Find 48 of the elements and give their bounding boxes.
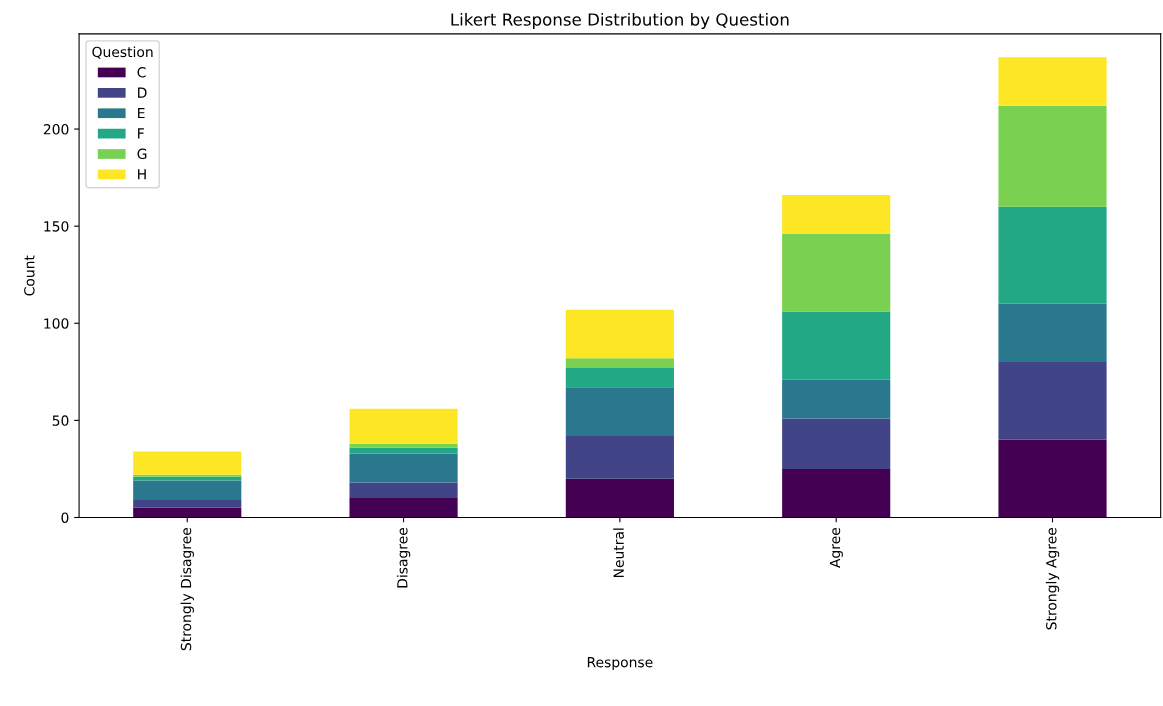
x-tick-label: Strongly Disagree <box>180 527 194 651</box>
y-tick-label: 150 <box>44 221 69 232</box>
bar <box>998 206 1107 304</box>
bar <box>133 507 242 518</box>
bar <box>998 362 1107 440</box>
bar <box>349 453 458 483</box>
x-tick-label: Neutral <box>613 528 624 578</box>
bar <box>133 476 242 481</box>
bar <box>565 309 674 359</box>
y-tick-label: 50 <box>52 415 69 426</box>
bar <box>349 498 458 518</box>
bar <box>782 468 891 518</box>
bar <box>782 195 891 234</box>
legend-label: H <box>138 169 146 180</box>
bar <box>782 418 891 469</box>
bar <box>133 480 242 501</box>
bar <box>565 387 674 436</box>
x-tick-label: Strongly Agree <box>1045 527 1060 630</box>
chart-title: Likert Response Distribution by Question <box>451 12 789 30</box>
bar <box>565 358 674 368</box>
bar <box>133 500 242 508</box>
y-tick-label: 100 <box>44 318 69 329</box>
x-tick-label: Disagree <box>396 527 411 588</box>
bar <box>998 439 1107 518</box>
bar <box>782 379 891 419</box>
legend-label: C <box>137 67 146 78</box>
bar <box>565 367 674 388</box>
bar <box>998 57 1107 106</box>
legend-title: Question <box>92 46 153 59</box>
x-axis-title: Response <box>587 657 653 671</box>
bar <box>133 451 242 475</box>
bar <box>349 482 458 499</box>
bar <box>998 303 1107 363</box>
legend-label: F <box>138 128 144 139</box>
bar <box>782 311 891 380</box>
y-axis-title: Count <box>24 255 35 296</box>
bar <box>998 105 1107 207</box>
bar <box>565 478 674 518</box>
bar <box>565 435 674 479</box>
bar <box>782 233 891 312</box>
legend-label: G <box>137 148 147 160</box>
y-tick-label: 0 <box>61 512 69 523</box>
bar <box>349 408 458 444</box>
x-tick-label: Agree <box>829 527 843 568</box>
legend-label: D <box>138 87 147 98</box>
legend-label: E <box>138 107 145 119</box>
y-tick-label: 200 <box>43 124 69 135</box>
bar <box>349 443 458 448</box>
